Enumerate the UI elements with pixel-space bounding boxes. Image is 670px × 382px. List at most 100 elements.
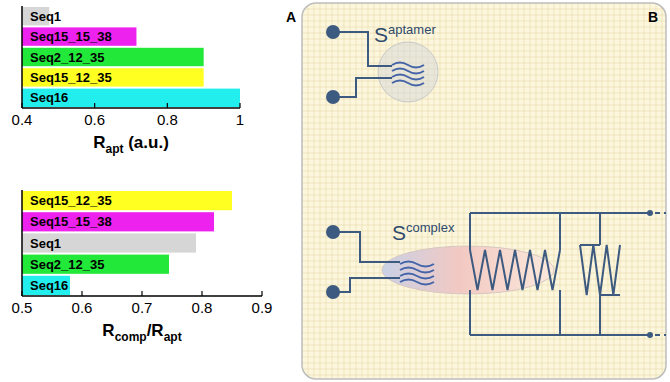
category-label: Seq15_15_38 <box>30 214 112 229</box>
paper-grid-line <box>512 3 513 379</box>
paper-grid-line <box>302 225 666 226</box>
x-tick-label: 0.8 <box>157 111 178 128</box>
wire <box>333 78 392 97</box>
paper-grid-line <box>596 3 597 379</box>
paper-grid-line <box>302 195 666 196</box>
x-tick <box>239 103 240 108</box>
paper-grid-line <box>566 3 567 379</box>
paper-grid-line <box>350 3 351 379</box>
category-label: Seq15_15_38 <box>30 29 112 44</box>
paper-grid-line <box>302 219 666 220</box>
paper-grid-line <box>578 3 579 379</box>
paper-grid-line <box>560 3 561 379</box>
paper-grid <box>302 3 666 379</box>
paper-grid-line <box>644 3 645 379</box>
axis-title-sub: apt <box>164 330 182 344</box>
paper-grid-line <box>302 21 666 22</box>
paper-grid-line <box>302 15 666 16</box>
axis-title-part: /R <box>147 321 164 340</box>
paper-grid-line <box>620 3 621 379</box>
paper-grid-line <box>302 213 666 214</box>
wire <box>333 32 392 66</box>
bar <box>22 255 169 274</box>
paper-grid-line <box>338 3 339 379</box>
category-label: Seq15_12_35 <box>30 193 112 208</box>
paper-grid-line <box>320 3 321 379</box>
paper-grid-line <box>356 3 357 379</box>
paper-grid-line <box>332 3 333 379</box>
bar-labels: Seq1Seq15_15_38Seq2_12_35Seq15_12_35Seq1… <box>30 9 112 106</box>
paper-grid-line <box>308 3 309 379</box>
category-label: Seq1 <box>30 236 61 251</box>
category-label: Seq2_12_35 <box>30 257 104 272</box>
paper-grid-line <box>302 363 666 364</box>
axis-title: Rapt (a.u.) <box>93 133 169 156</box>
paper-grid-line <box>302 297 666 298</box>
paper-grid-line <box>608 3 609 379</box>
diagram-background <box>302 3 666 379</box>
paper-grid-line <box>458 3 459 379</box>
paper-grid-line <box>302 345 666 346</box>
bar <box>22 27 136 45</box>
paper-grid-line <box>626 3 627 379</box>
terminal <box>326 90 340 104</box>
diagram-border <box>302 3 666 379</box>
wire <box>469 213 471 250</box>
paper-grid-line <box>302 369 666 370</box>
node-label-main: S <box>392 221 406 244</box>
x-tick <box>261 291 262 296</box>
paper-grid-line <box>302 159 666 160</box>
aptamer-bubble <box>378 42 438 102</box>
paper-grid-line <box>302 375 666 376</box>
aptamer-strand <box>392 63 424 86</box>
chart-panel: Seq15_12_35Seq15_15_38Seq1Seq2_12_35Seq1… <box>12 190 273 344</box>
x-tick-label: 0.6 <box>72 299 93 316</box>
y-axis-line <box>21 6 23 108</box>
bar <box>22 233 196 252</box>
panel-letter: A <box>286 9 296 25</box>
paper-grid-line <box>302 51 666 52</box>
terminal <box>647 210 653 216</box>
complex-bubble <box>382 246 554 294</box>
paper-grid-line <box>500 3 501 379</box>
paper-grid-line <box>302 303 666 304</box>
wire <box>333 232 400 262</box>
paper-grid-line <box>302 315 666 316</box>
wire <box>559 290 561 335</box>
paper-grid-line <box>302 57 666 58</box>
bar <box>22 212 214 231</box>
paper-grid-line <box>488 3 489 379</box>
x-tick-label: 0.7 <box>132 299 153 316</box>
bar <box>22 48 204 66</box>
category-label: Seq16 <box>30 90 68 105</box>
paper-grid-line <box>302 9 666 10</box>
y-axis-line <box>21 190 23 296</box>
bars <box>22 7 240 107</box>
paper-grid-line <box>614 3 615 379</box>
bar <box>22 191 232 210</box>
axis-title-part: R <box>93 133 105 152</box>
paper-grid-line <box>302 339 666 340</box>
paper-grid-line <box>584 3 585 379</box>
paper-grid-line <box>302 117 666 118</box>
paper-grid-line <box>302 351 666 352</box>
paper-grid-line <box>302 207 666 208</box>
paper-grid-line <box>464 3 465 379</box>
terminal <box>647 332 653 338</box>
category-label: Seq2_12_35 <box>30 50 104 65</box>
paper-grid-line <box>506 3 507 379</box>
paper-grid-line <box>302 327 666 328</box>
paper-grid-line <box>440 3 441 379</box>
paper-grid-line <box>302 189 666 190</box>
x-tick <box>201 291 202 296</box>
paper-grid-line <box>362 3 363 379</box>
category-label: Seq15_12_35 <box>30 70 112 85</box>
axis-title-sub: apt <box>105 142 123 156</box>
paper-grid-line <box>302 165 666 166</box>
paper-grid-line <box>638 3 639 379</box>
x-tick <box>21 103 22 108</box>
paper-grid-line <box>476 3 477 379</box>
node-label-sub: complex <box>406 220 455 235</box>
axis-title-sub: comp <box>115 330 147 344</box>
paper-grid-line <box>302 153 666 154</box>
